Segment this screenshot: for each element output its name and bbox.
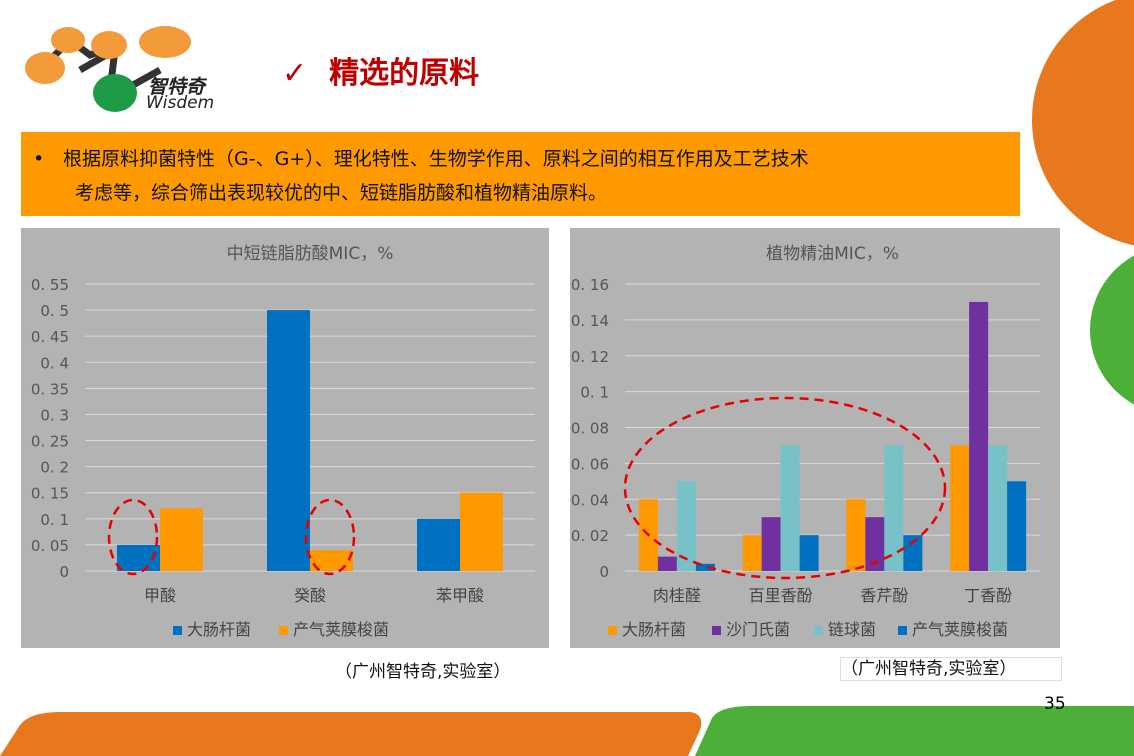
legend-label: 沙门氏菌 xyxy=(726,620,790,639)
x-tick-label: 癸酸 xyxy=(294,586,326,605)
bar xyxy=(160,508,203,571)
highlight-ellipse xyxy=(107,498,159,576)
y-tick-label: 0. 2 xyxy=(40,459,69,477)
title-text: 精选的原料 xyxy=(329,56,480,91)
wisdem-logo: 智特奇 Wisdem xyxy=(25,26,214,113)
legend-label: 链球菌 xyxy=(828,620,876,639)
legend-swatch xyxy=(173,626,182,635)
page-number: 35 xyxy=(1044,694,1066,714)
bar xyxy=(676,481,696,571)
legend-label: 产气荚膜梭菌 xyxy=(293,620,389,639)
y-tick-label: 0. 06 xyxy=(571,455,609,473)
y-tick-label: 0 xyxy=(59,563,69,581)
chart-title: 植物精油MIC，% xyxy=(766,244,899,264)
banner-line-1: 根据原料抑菌特性（G-、G+）、理化特性、生物学作用、原料之间的相互作用及工艺技… xyxy=(63,148,809,170)
legend-swatch xyxy=(712,626,721,635)
green-bottom-swoosh xyxy=(695,706,1134,756)
logo-cn: 智特奇 xyxy=(148,76,208,98)
legend-swatch xyxy=(608,626,617,635)
green-circle-decoration xyxy=(1090,255,1134,405)
x-tick-label: 肉桂醛 xyxy=(653,586,701,605)
y-tick-label: 0. 5 xyxy=(40,302,69,320)
y-tick-label: 0. 4 xyxy=(40,354,69,372)
chart-title: 中短链脂肪酸MIC，% xyxy=(227,244,394,264)
page-title: ✓ 精选的原料 xyxy=(282,48,479,92)
y-tick-label: 0. 05 xyxy=(31,537,69,555)
bar xyxy=(799,535,819,571)
x-tick-label: 苯甲酸 xyxy=(436,586,484,605)
y-tick-label: 0. 45 xyxy=(31,328,69,346)
y-tick-label: 0. 04 xyxy=(571,491,609,509)
essential-oil-chart: 植物精油MIC，% 0 0. 02 0. 04 0. 06 0. 08 0. 1 0. 12 0… xyxy=(570,228,1060,648)
bar xyxy=(780,445,800,571)
x-tick-label: 百里香酚 xyxy=(749,586,813,605)
orange-circle-decoration xyxy=(1032,0,1134,246)
y-tick-label: 0. 15 xyxy=(31,485,69,503)
bar xyxy=(742,535,762,571)
bullet-icon: • xyxy=(33,148,45,170)
x-tick-label: 甲酸 xyxy=(144,586,176,605)
bar xyxy=(417,518,460,571)
y-tick-label: 0. 12 xyxy=(571,348,609,366)
y-tick-label: 0. 35 xyxy=(31,380,69,398)
bar xyxy=(1007,481,1027,571)
bar xyxy=(988,445,1008,571)
x-tick-label: 丁香酚 xyxy=(964,586,1012,605)
fatty-acid-chart: 中短链脂肪酸MIC，% 0 0. 05 0. 1 0. 15 0. 2 0. 25 0. 3 0… xyxy=(21,228,549,648)
bar xyxy=(846,499,866,571)
y-tick-label: 0. 1 xyxy=(40,511,69,529)
y-tick-label: 0. 14 xyxy=(571,312,609,330)
y-tick-label: 0. 16 xyxy=(571,276,609,294)
legend-swatch xyxy=(814,626,823,635)
bar xyxy=(761,517,781,571)
bar xyxy=(267,310,310,571)
y-tick-label: 0. 55 xyxy=(31,276,69,294)
legend-label: 大肠杆菌 xyxy=(622,620,686,639)
summary-banner: • 根据原料抑菌特性（G-、G+）、理化特性、生物学作用、原料之间的相互作用及工艺… xyxy=(21,132,1020,216)
bar xyxy=(460,492,503,571)
check-icon: ✓ xyxy=(282,56,308,91)
logo-en: Wisdem xyxy=(146,93,214,113)
bar xyxy=(969,301,989,571)
bar xyxy=(884,445,904,571)
y-tick-label: 0. 3 xyxy=(40,406,69,424)
y-tick-label: 0. 08 xyxy=(571,420,609,438)
legend-label: 大肠杆菌 xyxy=(187,620,251,639)
bar xyxy=(950,445,970,571)
x-tick-label: 香芹酚 xyxy=(860,586,908,605)
highlight-ellipse xyxy=(623,396,947,580)
bar xyxy=(310,550,353,571)
bar xyxy=(657,556,677,571)
y-tick-label: 0. 02 xyxy=(571,527,609,545)
legend-label: 产气荚膜梭菌 xyxy=(912,620,1008,639)
orange-bottom-swoosh xyxy=(0,712,702,756)
banner-line-2: 考虑等，综合筛出表现较优的中、短链脂肪酸和植物精油原料。 xyxy=(75,182,608,204)
y-tick-label: 0. 1 xyxy=(580,384,609,402)
source-note-left: （广州智特奇,实验室） xyxy=(335,662,511,682)
legend-swatch xyxy=(898,626,907,635)
y-tick-label: 0. 25 xyxy=(31,433,69,451)
highlight-ellipse xyxy=(304,498,356,576)
legend-swatch xyxy=(279,626,288,635)
bar xyxy=(695,563,715,571)
bar xyxy=(865,517,885,571)
bar xyxy=(903,535,923,571)
y-tick-label: 0 xyxy=(599,563,609,581)
source-note-right: （广州智特奇,实验室） xyxy=(840,657,1062,681)
